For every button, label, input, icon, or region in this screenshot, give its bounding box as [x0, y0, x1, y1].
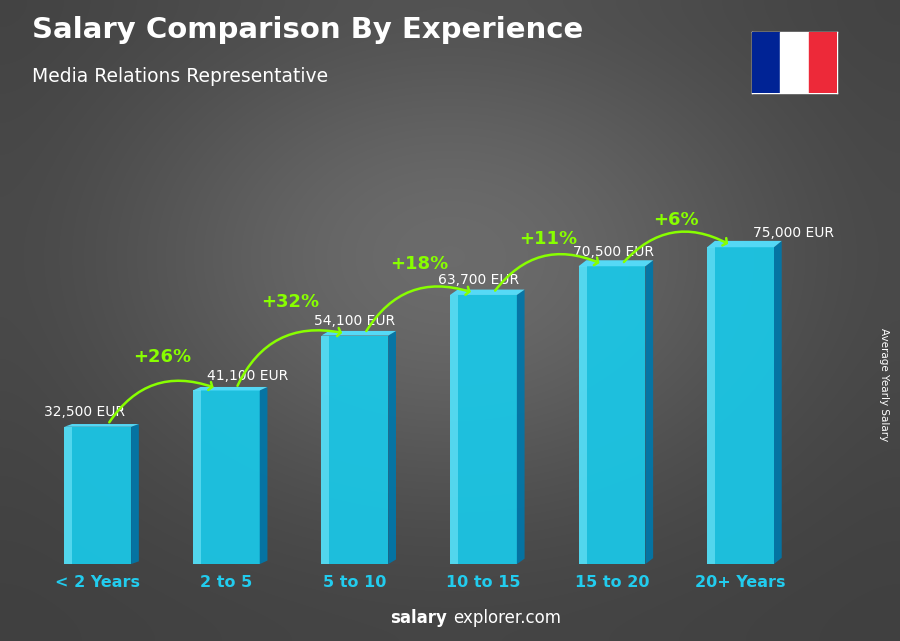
Bar [808, 32, 837, 93]
Polygon shape [579, 266, 587, 564]
Polygon shape [193, 390, 260, 564]
Polygon shape [450, 295, 458, 564]
Text: 70,500 EUR: 70,500 EUR [573, 245, 654, 258]
Polygon shape [579, 260, 653, 266]
Polygon shape [260, 387, 267, 564]
Polygon shape [321, 335, 388, 564]
Polygon shape [517, 290, 525, 564]
Text: +11%: +11% [518, 229, 577, 248]
Polygon shape [321, 335, 329, 564]
Text: +18%: +18% [390, 255, 448, 273]
Polygon shape [193, 390, 201, 564]
Text: 75,000 EUR: 75,000 EUR [753, 226, 834, 240]
Text: Media Relations Representative: Media Relations Representative [32, 67, 328, 87]
Polygon shape [774, 241, 782, 564]
Bar [752, 32, 780, 93]
Polygon shape [131, 424, 139, 564]
Polygon shape [707, 241, 782, 247]
Polygon shape [450, 290, 525, 295]
Text: salary: salary [391, 609, 447, 627]
Text: 63,700 EUR: 63,700 EUR [438, 273, 519, 287]
Polygon shape [64, 424, 139, 427]
Text: +26%: +26% [133, 348, 191, 366]
Bar [780, 32, 808, 93]
Polygon shape [193, 387, 267, 390]
Text: 41,100 EUR: 41,100 EUR [207, 369, 288, 383]
Polygon shape [321, 331, 396, 335]
Polygon shape [707, 247, 774, 564]
Polygon shape [450, 295, 517, 564]
Text: Salary Comparison By Experience: Salary Comparison By Experience [32, 16, 583, 44]
Polygon shape [707, 247, 716, 564]
Text: Average Yearly Salary: Average Yearly Salary [878, 328, 889, 441]
Text: 32,500 EUR: 32,500 EUR [44, 405, 125, 419]
Text: +32%: +32% [262, 293, 320, 311]
Polygon shape [64, 427, 72, 564]
Polygon shape [579, 266, 645, 564]
Polygon shape [645, 260, 653, 564]
Text: 54,100 EUR: 54,100 EUR [314, 314, 395, 328]
Text: +6%: +6% [653, 211, 699, 229]
Text: explorer.com: explorer.com [453, 609, 561, 627]
Polygon shape [64, 427, 131, 564]
Polygon shape [388, 331, 396, 564]
